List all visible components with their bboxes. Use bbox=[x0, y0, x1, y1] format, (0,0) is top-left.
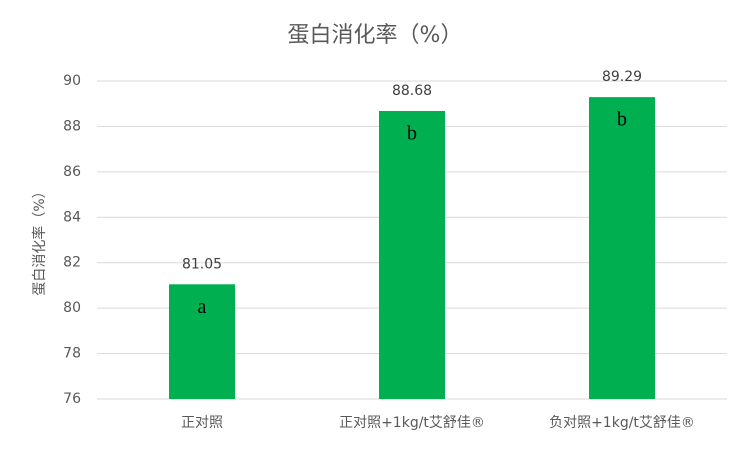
y-tick-label: 78 bbox=[63, 346, 81, 362]
y-tick-label: 84 bbox=[63, 209, 81, 225]
x-tick-label: 正对照 bbox=[181, 415, 223, 431]
y-tick-label: 76 bbox=[63, 391, 81, 407]
value-label: 81.05 bbox=[182, 256, 222, 272]
y-tick-label: 82 bbox=[63, 255, 81, 271]
bar bbox=[379, 110, 445, 400]
bar bbox=[169, 284, 235, 399]
significance-letter: a bbox=[198, 296, 207, 318]
y-axis-label: 蛋白消化率（%） bbox=[31, 184, 48, 295]
value-label: 88.68 bbox=[392, 83, 432, 99]
y-tick-label: 86 bbox=[63, 164, 81, 180]
significance-letter: b bbox=[407, 123, 417, 145]
significance-letter: b bbox=[617, 109, 627, 131]
y-tick-label: 88 bbox=[63, 118, 81, 134]
y-tick-label: 90 bbox=[63, 73, 81, 89]
y-tick-label: 80 bbox=[63, 300, 81, 316]
x-tick-label: 正对照+1kg/t艾舒佳® bbox=[339, 415, 485, 431]
x-tick-label: 负对照+1kg/t艾舒佳® bbox=[549, 415, 695, 431]
value-label: 89.29 bbox=[602, 69, 642, 85]
bar bbox=[589, 97, 655, 400]
chart-title: 蛋白消化率（%） bbox=[288, 23, 463, 48]
